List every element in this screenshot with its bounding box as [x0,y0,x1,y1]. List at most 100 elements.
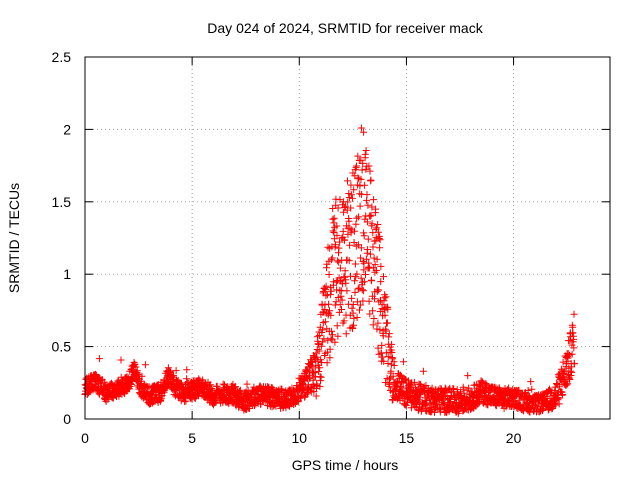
data-point [334,257,342,265]
data-point [327,335,335,343]
data-point [570,335,578,343]
data-point [350,321,357,329]
data-point [365,162,373,170]
data-point [368,220,376,228]
data-point [328,327,336,335]
data-point [367,176,375,184]
data-point [334,204,342,212]
data-point [330,229,338,236]
data-point [528,385,536,393]
data-point [385,330,393,338]
data-point [325,300,333,308]
data-point [332,241,339,249]
data-point [182,397,190,405]
axes [84,56,611,420]
data-point [563,381,571,389]
data-point [364,235,372,243]
data-point [353,270,361,278]
data-point [243,380,251,388]
data-point [138,372,146,380]
data-point [399,358,407,366]
data-point [313,353,321,361]
data-point [371,295,378,303]
data-point [344,177,351,185]
data-point [378,301,386,309]
data-point [554,394,562,402]
data-point [460,389,468,397]
data-point [539,405,547,413]
data-point [333,322,341,330]
data-point [329,215,337,223]
data-point [362,271,369,278]
data-point [320,284,328,292]
data-point [370,254,378,262]
data-point [382,293,390,301]
data-point [338,306,345,313]
data-point [381,325,389,333]
data-point [350,239,358,246]
data-point [558,391,566,398]
data-point [362,147,370,154]
data-point [350,186,358,194]
data-point [354,152,362,160]
data-point [352,220,360,228]
data-point [524,387,532,394]
data-point [309,358,317,366]
y-tick-label: 0 [63,411,71,427]
data-point [389,355,396,363]
data-point [251,402,258,409]
data-point [381,311,389,319]
data-point [546,385,554,393]
data-point [336,286,344,294]
data-point [371,261,379,269]
data-point [360,278,368,286]
data-point [482,380,490,387]
ticks: 0 5 10 15 20 0 0.5 1 1.5 2 2.5 [52,49,610,446]
data-point [316,364,324,372]
data-point [351,277,359,285]
data-point [272,402,280,410]
data-point [363,191,371,199]
data-point [353,162,360,170]
data-point [332,278,340,286]
data-point [373,224,381,232]
data-point [366,212,374,220]
data-point [388,340,396,348]
data-point [390,362,398,369]
data-point [348,304,356,312]
x-axis-label: GPS time / hours [292,457,399,473]
data-point [278,385,286,393]
data-point [183,366,191,374]
data-point [317,373,325,381]
data-point [386,380,394,388]
data-point [317,342,325,350]
data-point [532,401,540,409]
data-point [245,405,253,412]
data-point [389,372,397,380]
data-point [359,297,367,305]
data-point [341,236,348,244]
data-point [373,325,381,333]
data-point [322,282,330,290]
data-point [206,381,214,389]
data-point [360,266,368,274]
data-point [559,358,567,366]
data-point [212,398,220,406]
data-point [465,384,473,392]
data-point [231,383,239,391]
data-point [322,292,330,300]
data-point [345,217,353,225]
data-point [564,380,572,388]
data-point [325,271,333,278]
data-point [376,244,384,252]
y-tick-label: 2.5 [52,49,72,65]
data-point [317,377,324,385]
data-point [338,296,346,304]
data-point [374,221,382,228]
data-point [321,318,329,326]
data-point [336,301,344,309]
data-point [382,379,390,386]
chart-title: Day 024 of 2024, SRMTID for receiver mac… [207,20,483,36]
data-point [329,227,337,235]
data-point [320,335,328,343]
